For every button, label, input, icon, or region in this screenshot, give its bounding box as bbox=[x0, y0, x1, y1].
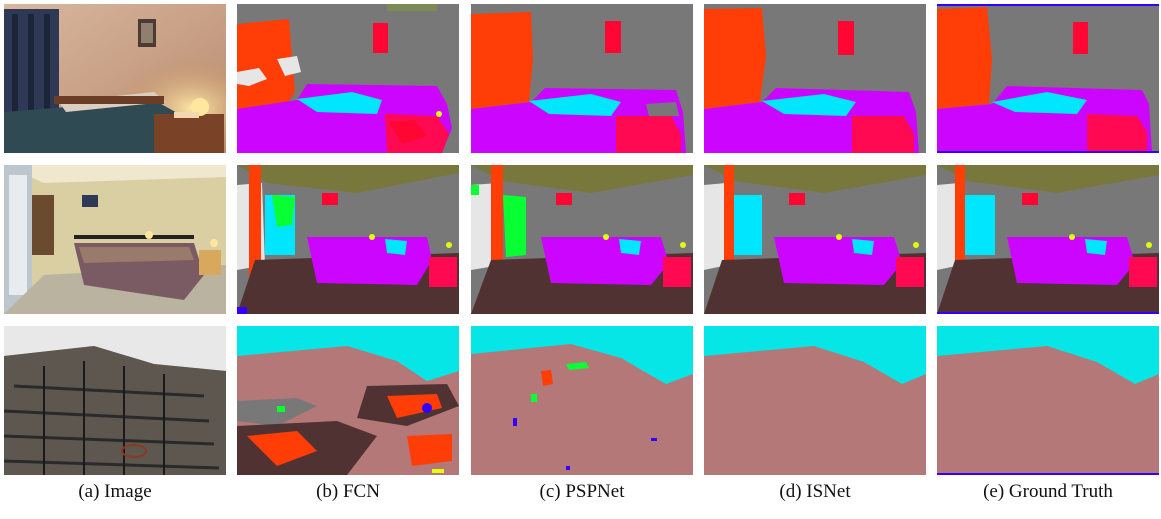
row3-ground-truth bbox=[937, 326, 1159, 475]
row1-fcn bbox=[237, 4, 459, 153]
row3-photo bbox=[4, 326, 226, 475]
row3-pspnet-segmentation bbox=[471, 326, 693, 475]
row2-fcn bbox=[237, 165, 459, 314]
row1-photo-image bbox=[4, 4, 226, 153]
caption-pspnet: (c) PSPNet bbox=[471, 480, 693, 504]
row3-ground-truth-segmentation bbox=[937, 326, 1159, 475]
row3-pspnet bbox=[471, 326, 693, 475]
caption-fcn: (b) FCN bbox=[237, 480, 459, 504]
row3-isnet-segmentation bbox=[704, 326, 926, 475]
caption-isnet: (d) ISNet bbox=[704, 480, 926, 504]
row2-isnet-segmentation bbox=[704, 165, 926, 314]
row1-isnet bbox=[704, 4, 926, 153]
row2-pspnet bbox=[471, 165, 693, 314]
row3-photo-image bbox=[4, 326, 226, 475]
row2-ground-truth-segmentation bbox=[937, 165, 1159, 314]
row1-photo bbox=[4, 4, 226, 153]
figure-grid bbox=[4, 4, 1158, 462]
row1-isnet-segmentation bbox=[704, 4, 926, 153]
row1-ground-truth bbox=[937, 4, 1159, 153]
row1-ground-truth-segmentation bbox=[937, 4, 1159, 153]
row3-fcn-segmentation bbox=[237, 326, 459, 475]
row3-fcn bbox=[237, 326, 459, 475]
row2-fcn-segmentation bbox=[237, 165, 459, 314]
row3-isnet bbox=[704, 326, 926, 475]
row2-ground-truth bbox=[937, 165, 1159, 314]
row1-fcn-segmentation bbox=[237, 4, 459, 153]
caption-image: (a) Image bbox=[4, 480, 226, 504]
captions-row: (a) Image (b) FCN (c) PSPNet (d) ISNet (… bbox=[4, 480, 1158, 510]
row2-photo bbox=[4, 165, 226, 314]
row2-pspnet-segmentation bbox=[471, 165, 693, 314]
row1-pspnet-segmentation bbox=[471, 4, 693, 153]
row1-pspnet bbox=[471, 4, 693, 153]
caption-ground-truth: (e) Ground Truth bbox=[937, 480, 1159, 504]
row2-photo-image bbox=[4, 165, 226, 314]
row2-isnet bbox=[704, 165, 926, 314]
